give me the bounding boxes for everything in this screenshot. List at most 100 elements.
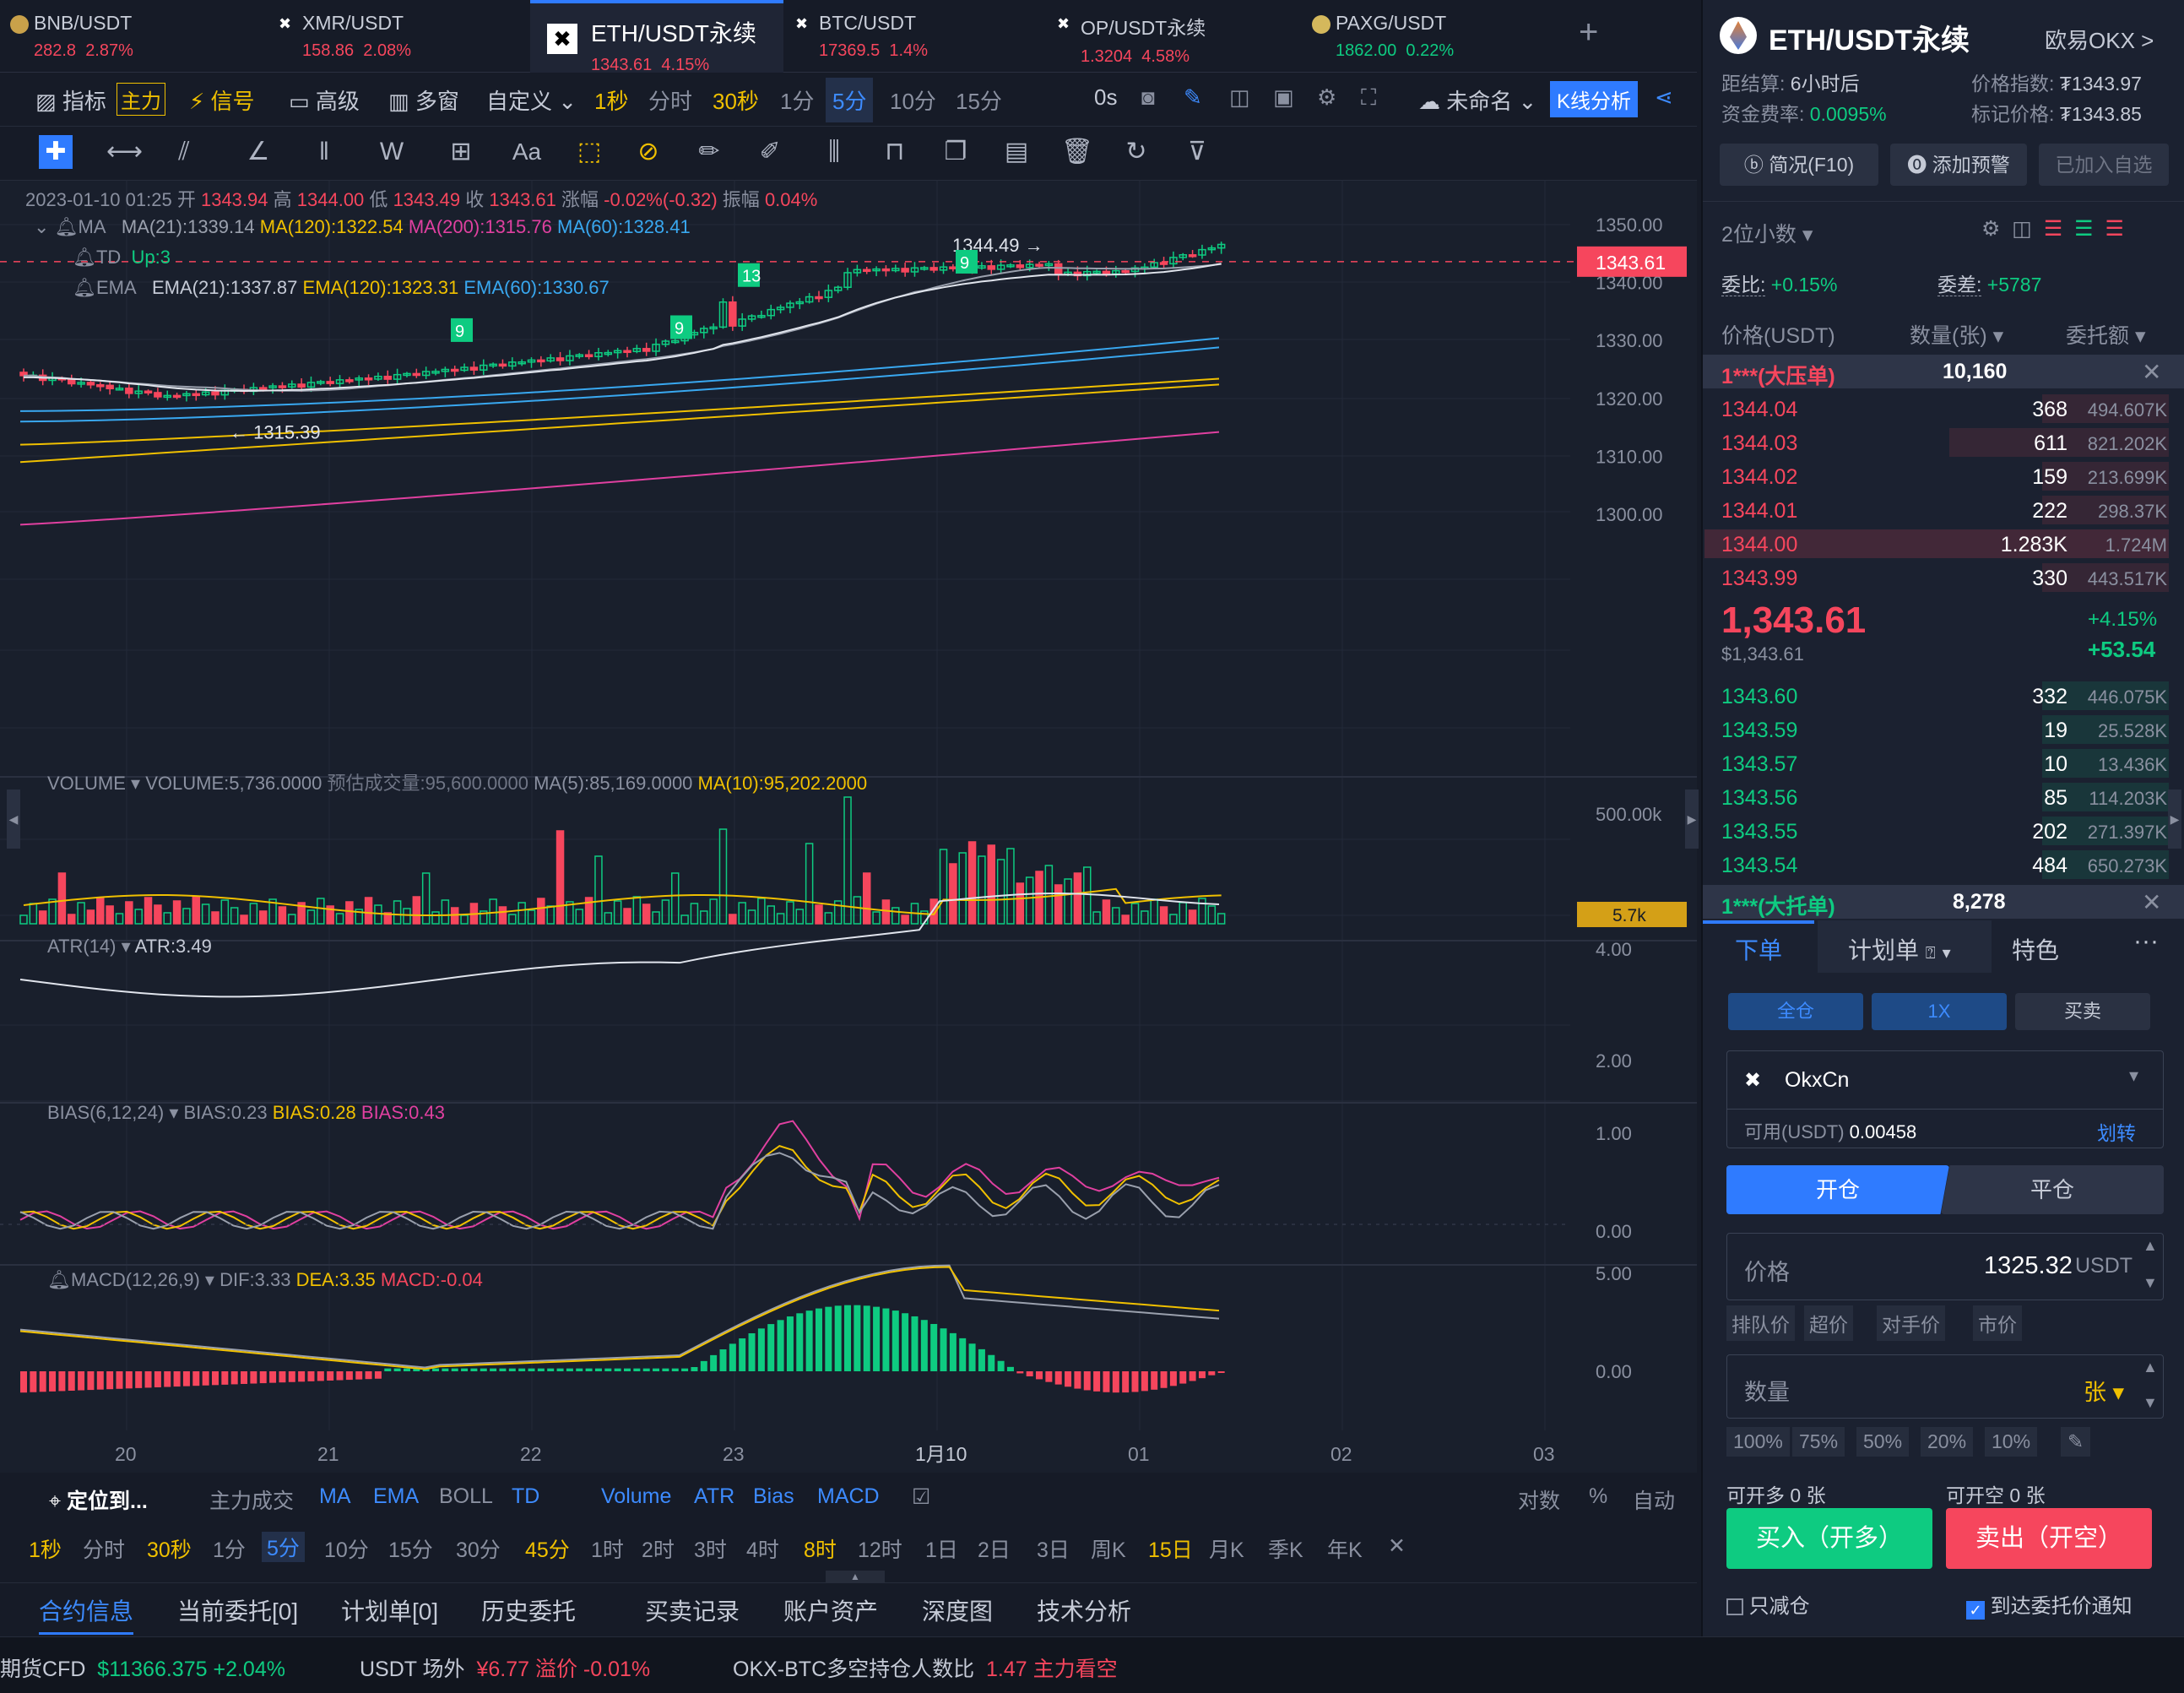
- stepper-down-icon[interactable]: ▼: [2143, 1394, 2158, 1411]
- notify-checkbox[interactable]: ✓ 到达委托价通知: [1966, 1589, 2133, 1620]
- chevron-down-icon[interactable]: ▾: [121, 936, 131, 957]
- price-shortcut-button[interactable]: 超价: [1804, 1305, 1853, 1341]
- period-option[interactable]: 5分: [262, 1532, 305, 1562]
- period-option[interactable]: 30分: [456, 1538, 501, 1562]
- bottom-tab[interactable]: 买卖记录: [645, 1598, 740, 1625]
- custom-dropdown[interactable]: 自定义 ⌄: [486, 89, 577, 114]
- period-option[interactable]: 周K: [1091, 1538, 1126, 1562]
- indicator-macd[interactable]: MACD: [817, 1484, 880, 1508]
- filter-icon[interactable]: ⊽: [1188, 138, 1206, 166]
- auto-scale-toggle[interactable]: 自动: [1633, 1490, 1676, 1513]
- period-option[interactable]: 分时: [83, 1538, 126, 1562]
- bottom-tab[interactable]: 账户资产: [783, 1598, 879, 1625]
- period-option[interactable]: 10分: [324, 1538, 369, 1562]
- account-select[interactable]: ✖ OkxCn ▾ 可用(USDT) 0.00458 划转: [1726, 1050, 2164, 1148]
- period-option[interactable]: 年K: [1327, 1538, 1363, 1562]
- profile-button[interactable]: ⓑ 简况(F10): [1720, 144, 1878, 186]
- period-timeline[interactable]: 分时: [648, 89, 693, 114]
- stepper-up-icon[interactable]: ▲: [2143, 1237, 2158, 1254]
- orderbook-row[interactable]: 1344.03 611 821.202K: [1703, 426, 2184, 460]
- tab-bnb[interactable]: BNB/USDT 282.8 2.87%: [0, 0, 253, 73]
- chevron-down-icon[interactable]: ▾: [169, 1102, 179, 1123]
- bottom-tab[interactable]: 深度图: [922, 1598, 994, 1625]
- layout-icon[interactable]: ◫: [1229, 84, 1250, 110]
- indicator-ma[interactable]: MA: [319, 1484, 351, 1508]
- tab-order[interactable]: 下单: [1735, 937, 1783, 963]
- orderbook-row[interactable]: 1343.55 202 271.397K: [1703, 815, 2184, 849]
- period-option[interactable]: 15日: [1148, 1538, 1193, 1562]
- percent-button[interactable]: 75%: [1792, 1427, 1845, 1457]
- period-option[interactable]: 45分: [525, 1538, 570, 1562]
- line-icon[interactable]: ⟷: [106, 138, 144, 166]
- period-5m[interactable]: 5分: [826, 78, 874, 122]
- bottom-tab[interactable]: 当前委托[0]: [177, 1598, 299, 1625]
- period-option[interactable]: 4时: [746, 1538, 779, 1562]
- period-option[interactable]: 8时: [804, 1538, 837, 1562]
- more-icon[interactable]: ···: [2133, 927, 2159, 955]
- open-position-button[interactable]: 开仓: [1726, 1165, 1949, 1214]
- pencil-icon[interactable]: ✏: [698, 138, 720, 166]
- orderbook-row[interactable]: 1343.59 19 25.528K: [1703, 714, 2184, 747]
- period-option[interactable]: 12时: [858, 1538, 902, 1562]
- period-option[interactable]: 3时: [694, 1538, 727, 1562]
- crosshair-icon[interactable]: ✚: [39, 135, 73, 169]
- price-input[interactable]: 价格 1325.32 USDT ▲ ▼: [1726, 1233, 2164, 1300]
- buy-long-button[interactable]: 买入（开多）: [1726, 1508, 1932, 1569]
- close-position-button[interactable]: 平仓: [1941, 1165, 2164, 1214]
- percent-scale-toggle[interactable]: %: [1589, 1484, 1608, 1508]
- bottom-tab[interactable]: 计划单[0]: [341, 1598, 439, 1625]
- price-shortcut-button[interactable]: 对手价: [1877, 1305, 1945, 1341]
- big-ask-row[interactable]: 1***(大压单) 10,160 ✕: [1703, 355, 2184, 388]
- close-icon[interactable]: ✕: [2142, 359, 2162, 385]
- exchange-link[interactable]: 欧易OKX >: [2045, 28, 2154, 53]
- bell-icon[interactable]: 🔔︎: [47, 1269, 71, 1290]
- sell-short-button[interactable]: 卖出（开空）: [1946, 1508, 2152, 1569]
- added-watchlist-button[interactable]: 已加入自选: [2039, 144, 2169, 186]
- orderbook-row[interactable]: 1344.02 159 213.699K: [1703, 460, 2184, 494]
- indicator-volume[interactable]: Volume: [601, 1484, 672, 1508]
- chart-area[interactable]: 1350.00 1340.00 1330.00 1320.00 1310.00 1300.…: [0, 181, 1697, 1473]
- quantity-unit-dropdown[interactable]: 张 ▾: [2084, 1380, 2125, 1405]
- buy-sell-mode-button[interactable]: 买卖: [2015, 993, 2150, 1030]
- price-value[interactable]: 1325.32: [1984, 1252, 2073, 1279]
- price-shortcut-button[interactable]: 排队价: [1726, 1305, 1795, 1341]
- close-icon[interactable]: ✕: [2142, 889, 2162, 915]
- price-shortcut-button[interactable]: 市价: [1973, 1305, 2022, 1341]
- edit-icon[interactable]: ▤: [1004, 138, 1029, 166]
- reduce-only-checkbox[interactable]: 只减仓: [1726, 1589, 1810, 1619]
- indicator-bias[interactable]: Bias: [753, 1484, 794, 1508]
- fullscreen-icon[interactable]: ⛶: [1361, 84, 1377, 110]
- main-badge[interactable]: 主力: [117, 83, 165, 116]
- kline-analysis-button[interactable]: K线分析: [1550, 81, 1639, 117]
- period-15m[interactable]: 15分: [956, 89, 1002, 114]
- bell-icon[interactable]: 🔔︎: [73, 277, 96, 298]
- add-alert-button[interactable]: ⓿ 添加预警: [1890, 144, 2027, 186]
- indicator-ema[interactable]: EMA: [373, 1484, 420, 1508]
- period-option[interactable]: 1分: [213, 1538, 246, 1562]
- bell-icon[interactable]: 🔔︎: [54, 216, 79, 237]
- tab-plan[interactable]: 计划单 ⍰ ▾: [1848, 937, 1951, 963]
- multi-window-button[interactable]: ▥ 多窗: [388, 89, 459, 114]
- percent-button[interactable]: 50%: [1856, 1427, 1910, 1457]
- wave-icon[interactable]: W: [379, 138, 404, 166]
- big-bid-row[interactable]: 1***(大托单) 8,278 ✕: [1703, 885, 2184, 919]
- indicator-main-trade[interactable]: 主力成交: [209, 1490, 295, 1513]
- col-qty-header[interactable]: 数量(张) ▾: [1910, 324, 2004, 348]
- period-option[interactable]: 季K: [1268, 1538, 1303, 1562]
- candle-icon[interactable]: ⫼: [828, 138, 840, 166]
- period-1m[interactable]: 1分: [780, 89, 815, 114]
- transfer-link[interactable]: 划转: [2097, 1122, 2136, 1144]
- edit-icon[interactable]: ✎: [2061, 1427, 2091, 1457]
- add-tab-button[interactable]: +: [1579, 14, 1599, 51]
- template-icon[interactable]: ▣: [1273, 84, 1294, 110]
- panel-collapse-handle[interactable]: ▶: [1685, 790, 1699, 849]
- indicator-td[interactable]: TD: [512, 1484, 540, 1508]
- bottom-tab[interactable]: 技术分析: [1037, 1598, 1132, 1625]
- orderbook-row[interactable]: 1343.60 332 446.075K: [1703, 680, 2184, 714]
- indicator-button[interactable]: ▨ 指标: [35, 89, 106, 114]
- tab-xmr[interactable]: ✖ XMR/USDT 158.86 2.08%: [268, 0, 522, 73]
- period-1s[interactable]: 1秒: [594, 89, 629, 114]
- stepper-down-icon[interactable]: ▼: [2143, 1274, 2158, 1291]
- share-icon[interactable]: ⋖: [1655, 84, 1673, 110]
- chevron-down-icon[interactable]: ▾: [204, 1269, 214, 1290]
